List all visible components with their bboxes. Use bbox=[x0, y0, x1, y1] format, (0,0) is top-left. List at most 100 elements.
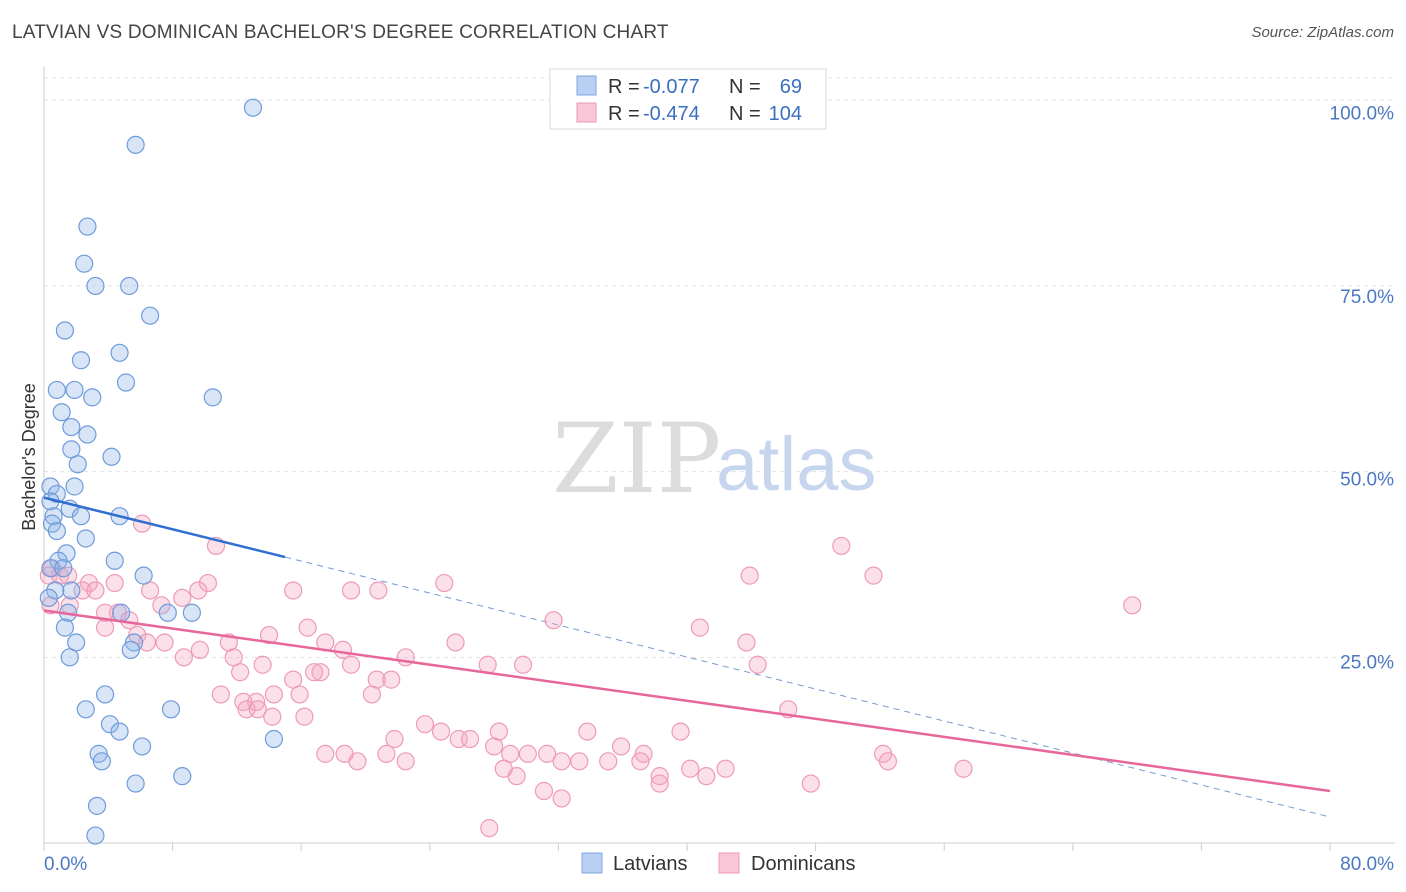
gridlines bbox=[44, 77, 1395, 658]
dominicans-point bbox=[697, 767, 716, 786]
latvians-point bbox=[110, 343, 129, 362]
dominicans-point bbox=[248, 700, 267, 719]
latvians-point bbox=[76, 529, 95, 548]
chart-source: Source: ZipAtlas.com bbox=[1251, 24, 1394, 41]
dominicans-point bbox=[599, 752, 618, 771]
dominicans-point bbox=[264, 685, 283, 704]
dominicans-point bbox=[198, 573, 218, 593]
stats-legend-dominicans-swatch bbox=[576, 102, 597, 123]
dominicans-point bbox=[578, 722, 597, 741]
dominicans-point bbox=[1123, 596, 1142, 615]
dominicans-point bbox=[95, 618, 115, 637]
latvians-point bbox=[65, 380, 84, 400]
dominicans-point bbox=[362, 685, 382, 704]
dominicans-point bbox=[79, 573, 99, 593]
latvians-point bbox=[83, 388, 102, 407]
latvians-point bbox=[55, 321, 74, 340]
legend-latvians-swatch bbox=[581, 852, 603, 874]
dominicans-point bbox=[480, 819, 499, 838]
dominicans-point bbox=[173, 588, 192, 608]
latvians-point bbox=[120, 276, 139, 296]
dominicans-point bbox=[611, 737, 631, 756]
latvians-point bbox=[46, 581, 65, 600]
latvians-point bbox=[92, 752, 111, 771]
latvians-point bbox=[65, 477, 84, 496]
latvians-point bbox=[102, 447, 121, 466]
latvians-point bbox=[87, 796, 107, 815]
x-tick-label-max: 80.0% bbox=[1340, 854, 1394, 875]
latvians-point bbox=[132, 737, 152, 756]
dominicans-point bbox=[211, 685, 230, 704]
latvians-point bbox=[71, 351, 91, 370]
latvians-point bbox=[243, 98, 263, 117]
trend-lines bbox=[43, 496, 1331, 793]
dominicans-point bbox=[284, 581, 303, 600]
stats-legend-dominicans-n-value: 104 bbox=[769, 103, 802, 125]
y-tick-label: 75.0% bbox=[1340, 287, 1394, 308]
dominicans-point bbox=[333, 640, 353, 659]
dominicans-point bbox=[716, 759, 735, 778]
latvians-point bbox=[173, 767, 192, 786]
dominicans-point bbox=[748, 655, 767, 674]
dominicans-point bbox=[671, 722, 690, 741]
latvians-point bbox=[95, 685, 115, 704]
dominicans-point bbox=[544, 611, 563, 630]
latvians-point bbox=[71, 507, 91, 526]
stats-legend-latvians-n-label: N = bbox=[729, 76, 761, 98]
y-tick-labels: 25.0% 50.0% 75.0% 100.0% bbox=[1330, 103, 1395, 673]
x-tick-labels: 0.0% 80.0% bbox=[44, 854, 1394, 875]
dominicans-point bbox=[552, 789, 571, 808]
latvians-point bbox=[41, 559, 60, 578]
dominicans-point bbox=[253, 655, 272, 674]
dominicans-point bbox=[290, 685, 309, 704]
stats-legend-latvians-swatch bbox=[576, 75, 597, 96]
dominicans-point bbox=[489, 722, 509, 741]
latvians-point bbox=[62, 581, 81, 600]
y-tick-label: 50.0% bbox=[1340, 470, 1394, 491]
latvians-point bbox=[55, 618, 74, 637]
dominicans-point bbox=[801, 774, 820, 793]
y-tick-label: 100.0% bbox=[1330, 103, 1395, 124]
dominicans-point bbox=[348, 752, 367, 771]
latvians-point bbox=[78, 425, 97, 444]
latvians-point bbox=[52, 403, 71, 422]
watermark: ZIP atlas bbox=[552, 403, 877, 515]
legend-latvians-label: Latvians bbox=[613, 853, 688, 875]
latvians-points bbox=[39, 98, 283, 845]
dominicans-point bbox=[690, 618, 709, 637]
dominicans-point bbox=[832, 536, 851, 556]
dominicans-point bbox=[954, 759, 973, 778]
latvians-point bbox=[140, 306, 160, 325]
latvians-point bbox=[41, 477, 60, 496]
dominicans-point bbox=[341, 655, 361, 674]
latvians-point bbox=[44, 507, 63, 526]
dominicans-point bbox=[740, 566, 759, 585]
y-axis-title: Bachelor's Degree bbox=[19, 383, 39, 531]
axes bbox=[43, 66, 1395, 851]
dominicans-point bbox=[382, 670, 401, 689]
dominicans-point bbox=[737, 633, 756, 652]
dominicans-point bbox=[650, 774, 669, 793]
dominicans-point bbox=[570, 752, 589, 771]
dominicans-point bbox=[155, 633, 174, 652]
latvians-trend-line bbox=[43, 496, 286, 559]
dominicans-point bbox=[446, 633, 465, 652]
dominicans-point bbox=[259, 625, 279, 645]
dominicans-point bbox=[189, 581, 208, 600]
watermark-atlas: atlas bbox=[716, 422, 877, 507]
latvians-point bbox=[158, 603, 177, 622]
stats-legend: R = -0.077 N = 69 R = -0.474 N = 104 bbox=[549, 68, 827, 130]
dominicans-point bbox=[534, 781, 554, 801]
latvians-point bbox=[116, 373, 136, 392]
stats-legend-latvians-n-value: 69 bbox=[780, 76, 802, 98]
stats-legend-dominicans-r-label: R = bbox=[608, 103, 640, 125]
dominicans-point bbox=[86, 581, 105, 600]
dominicans-point bbox=[263, 707, 282, 726]
latvians-point bbox=[126, 774, 145, 793]
latvians-point bbox=[47, 521, 66, 541]
dominicans-point bbox=[494, 759, 513, 778]
latvians-point bbox=[86, 276, 105, 296]
dominicans-point bbox=[878, 752, 898, 771]
dominicans-point bbox=[298, 618, 317, 637]
